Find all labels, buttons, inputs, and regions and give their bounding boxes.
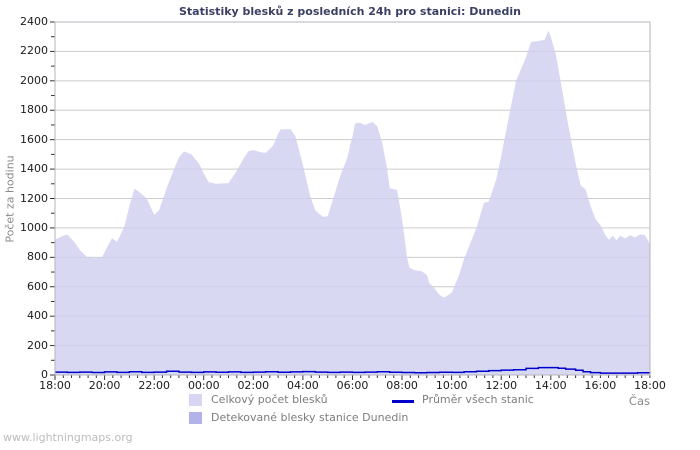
legend-swatch-station: [189, 412, 202, 424]
legend-label-total: Celkový počet blesků: [211, 393, 328, 406]
y-tick-label: 1400: [20, 162, 48, 176]
y-tick-label: 1600: [20, 132, 48, 146]
x-tick-label: 16:00: [584, 379, 617, 392]
y-tick-label: 200: [27, 338, 48, 352]
x-tick-label: 02:00: [237, 379, 270, 392]
y-tick-label: 2000: [20, 73, 48, 87]
y-tick-label: 600: [27, 279, 48, 293]
y-tick-label: 400: [27, 309, 48, 323]
y-tick-label: 800: [27, 250, 48, 264]
x-tick-label: 04:00: [287, 379, 319, 392]
x-tick-label: 10:00: [435, 379, 468, 392]
x-tick-label: 08:00: [386, 379, 418, 392]
x-tick-label: 18:00: [634, 379, 666, 392]
x-tick-label: 00:00: [187, 379, 220, 392]
y-tick-label: 1800: [20, 103, 48, 117]
x-tick-label: 12:00: [485, 379, 518, 392]
x-tick-label: 14:00: [534, 379, 567, 392]
y-tick-label: 0: [41, 368, 48, 381]
y-tick-label: 2200: [20, 44, 48, 58]
y-tick-label: 1000: [20, 220, 48, 234]
chart-title: Statistiky blesků z posledních 24h pro s…: [179, 5, 521, 18]
x-tick-label: 06:00: [336, 379, 369, 392]
x-tick-label: 18:00: [39, 379, 71, 392]
y-tick-label: 1200: [20, 191, 48, 205]
legend-line-average: [392, 400, 414, 403]
y-tick-label: 2400: [20, 15, 48, 28]
legend-swatch-total: [189, 394, 202, 406]
x-axis-title: Čas: [628, 394, 650, 408]
x-tick-label: 22:00: [138, 379, 171, 392]
legend-label-average: Průměr všech stanic: [422, 393, 534, 406]
watermark-link: www.lightningmaps.org: [3, 431, 133, 444]
x-tick-label: 20:00: [88, 379, 121, 392]
legend-label-station: Detekované blesky stanice Dunedin: [211, 411, 409, 424]
